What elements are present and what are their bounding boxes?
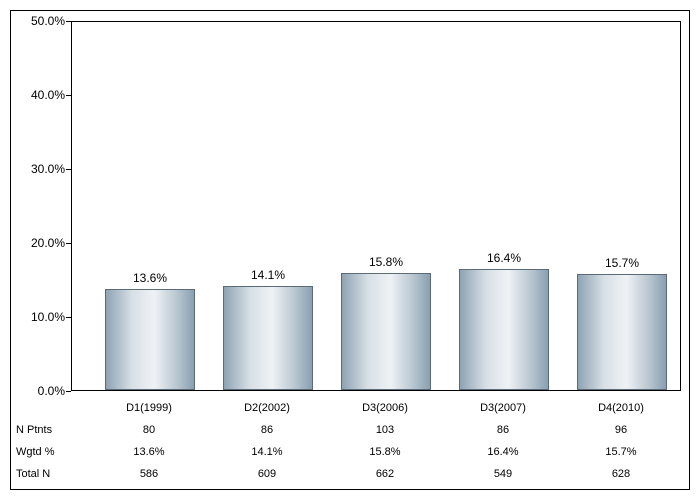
table-cell: 96 (571, 424, 671, 436)
row-header: N Ptnts (16, 424, 70, 436)
bar-value-label: 15.8% (336, 255, 436, 269)
table-cell: D2(2002) (217, 402, 317, 414)
data-table: D1(1999) D2(2002) D3(2006) D3(2007) D4(2010)… (11, 399, 691, 487)
y-tick-label: 0.0% (15, 384, 65, 398)
table-cell: 628 (571, 468, 671, 480)
y-tick-mark (66, 391, 71, 392)
bar-value-label: 14.1% (218, 268, 318, 282)
table-cell: 662 (335, 468, 435, 480)
table-cell: 16.4% (453, 446, 553, 458)
table-row: D1(1999) D2(2002) D3(2006) D3(2007) D4(2010) (11, 399, 691, 421)
table-row: Total N 586 609 662 549 628 (11, 465, 691, 487)
bar (459, 269, 549, 390)
table-cell: 103 (335, 424, 435, 436)
table-cell: D3(2006) (335, 402, 435, 414)
bar (341, 273, 431, 390)
table-row: N Ptnts 80 86 103 86 96 (11, 421, 691, 443)
table-cell: 80 (99, 424, 199, 436)
chart-frame: 0.0% 10.0% 20.0% 30.0% 40.0% 50.0% 13.6% 14.1%… (10, 10, 690, 490)
y-tick-label: 50.0% (15, 14, 65, 28)
table-cell: 86 (453, 424, 553, 436)
plot-area: 13.6% 14.1% 15.8% 16.4% 15.7% (71, 21, 681, 391)
row-header: Wgtd % (16, 446, 70, 458)
bar-value-label: 16.4% (454, 251, 554, 265)
table-row: Wgtd % 13.6% 14.1% 15.8% 16.4% 15.7% (11, 443, 691, 465)
y-tick-label: 30.0% (15, 162, 65, 176)
row-header: Total N (16, 468, 70, 480)
table-cell: D1(1999) (99, 402, 199, 414)
bar-value-label: 13.6% (100, 271, 200, 285)
y-tick-label: 10.0% (15, 310, 65, 324)
y-tick-label: 40.0% (15, 88, 65, 102)
table-cell: D4(2010) (571, 402, 671, 414)
table-cell: 609 (217, 468, 317, 480)
y-tick-label: 20.0% (15, 236, 65, 250)
bar (105, 289, 195, 390)
bar (577, 274, 667, 390)
bar (223, 286, 313, 390)
table-cell: 15.7% (571, 446, 671, 458)
table-cell: D3(2007) (453, 402, 553, 414)
table-cell: 13.6% (99, 446, 199, 458)
table-cell: 586 (99, 468, 199, 480)
table-cell: 549 (453, 468, 553, 480)
bar-value-label: 15.7% (572, 256, 672, 270)
table-cell: 14.1% (217, 446, 317, 458)
table-cell: 86 (217, 424, 317, 436)
table-cell: 15.8% (335, 446, 435, 458)
